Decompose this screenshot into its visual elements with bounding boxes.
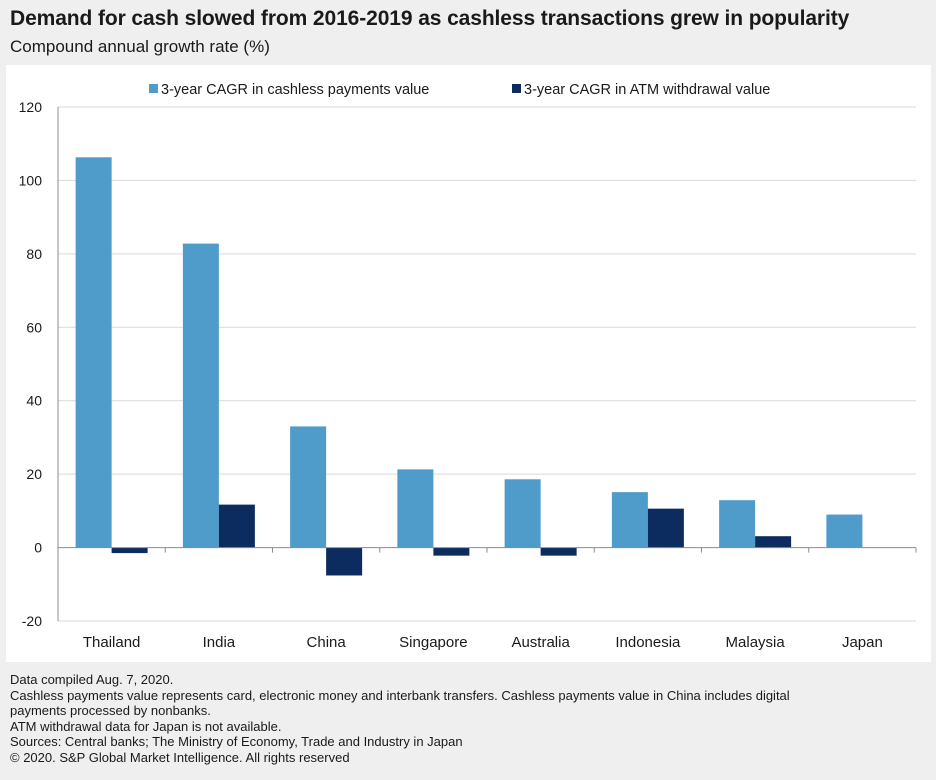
- y-tick-label: 40: [26, 393, 42, 409]
- axes: [57, 107, 917, 621]
- x-tick-label: Singapore: [399, 634, 467, 651]
- footnote-japan-note: ATM withdrawal data for Japan is not ava…: [10, 718, 282, 734]
- bar-atm-singapore: [433, 547, 470, 556]
- x-tick-label: Japan: [842, 634, 883, 651]
- y-tick-label: 0: [34, 540, 42, 556]
- legend: 3-year CAGR in cashless payments value 3-…: [149, 82, 770, 98]
- bar-atm-china: [326, 547, 363, 576]
- bar-atm-australia: [540, 547, 577, 556]
- x-axis-tick-labels: Thailand India China Singapore Australia Indo…: [83, 634, 883, 651]
- y-axis-tick-labels: -20 0 20 40 60 80 100 120: [19, 99, 43, 629]
- bar-cashless-indonesia: [611, 492, 648, 548]
- y-tick-label: 60: [26, 319, 42, 335]
- x-tick-label: Indonesia: [615, 634, 681, 651]
- x-tick-label: Australia: [511, 634, 570, 651]
- footnotes: Data compiled Aug. 7, 2020. Cashless pay…: [10, 672, 925, 765]
- y-tick-label: 20: [26, 466, 42, 482]
- bar-cashless-australia: [504, 479, 541, 548]
- y-tick-label: 120: [19, 99, 43, 115]
- footnote-definition: Cashless payments value represents card,…: [10, 687, 790, 703]
- legend-swatch-cashless: [149, 84, 158, 93]
- bar-cashless-thailand: [75, 157, 112, 548]
- legend-label-cashless: 3-year CAGR in cashless payments value: [161, 82, 429, 98]
- bar-atm-indonesia: [647, 508, 684, 548]
- chart-subtitle: Compound annual growth rate (%): [10, 37, 270, 56]
- y-tick-label: 100: [19, 172, 43, 188]
- legend-swatch-atm: [512, 84, 521, 93]
- y-tick-label: -20: [22, 613, 42, 629]
- bar-cashless-india: [182, 243, 219, 548]
- bar-atm-thailand: [111, 547, 148, 554]
- footnote-copyright: © 2020. S&P Global Market Intelligence. …: [10, 749, 350, 765]
- bar-atm-india: [218, 504, 255, 548]
- bars: [75, 157, 863, 576]
- bar-chart: -20 0 20 40 60 80 100 120 Thailand India China Sin…: [19, 82, 917, 651]
- footnote-definition-cont: payments processed by nonbanks.: [10, 703, 211, 718]
- bar-cashless-china: [290, 426, 327, 548]
- plot-panel: -20 0 20 40 60 80 100 120 Thailand India China Sin…: [6, 65, 931, 662]
- footnote-date: Data compiled Aug. 7, 2020.: [10, 672, 174, 687]
- bar-atm-malaysia: [755, 536, 792, 548]
- bar-cashless-malaysia: [719, 500, 756, 548]
- chart-title: Demand for cash slowed from 2016-2019 as…: [10, 7, 850, 30]
- y-tick-label: 80: [26, 246, 42, 262]
- legend-label-atm: 3-year CAGR in ATM withdrawal value: [524, 82, 770, 98]
- x-tick-label: India: [203, 634, 236, 651]
- bar-cashless-japan: [826, 514, 863, 548]
- x-tick-label: Malaysia: [726, 634, 786, 651]
- x-tick-label: China: [307, 634, 347, 651]
- footnote-sources: Sources: Central banks; The Ministry of …: [10, 734, 463, 749]
- x-tick-label: Thailand: [83, 634, 141, 651]
- bar-cashless-singapore: [397, 469, 434, 548]
